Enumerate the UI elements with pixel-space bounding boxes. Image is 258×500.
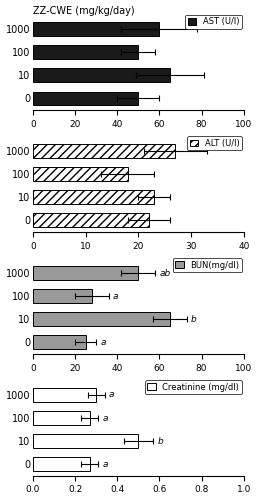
Legend: BUN(mg/dl): BUN(mg/dl)	[173, 258, 242, 272]
Text: ab: ab	[159, 268, 171, 278]
Legend: AST (U/l): AST (U/l)	[185, 14, 242, 28]
Text: b: b	[157, 436, 163, 446]
Bar	[33, 266, 138, 280]
Bar	[33, 46, 138, 60]
Bar	[33, 168, 128, 181]
Bar	[33, 68, 170, 82]
Bar	[33, 458, 90, 471]
Legend: Creatinine (mg/dl): Creatinine (mg/dl)	[145, 380, 242, 394]
Text: a: a	[102, 460, 108, 468]
Bar	[33, 289, 92, 303]
Bar	[33, 144, 175, 158]
Text: a: a	[113, 292, 118, 300]
Bar	[33, 312, 170, 326]
Text: a: a	[100, 338, 106, 347]
Text: a: a	[109, 390, 114, 400]
Bar	[33, 190, 154, 204]
Bar	[33, 22, 159, 36]
Text: a: a	[102, 414, 108, 422]
Bar	[33, 434, 138, 448]
Bar	[33, 92, 138, 106]
Legend: ALT (U/l): ALT (U/l)	[187, 136, 242, 150]
Bar	[33, 388, 96, 402]
Bar	[33, 411, 90, 425]
Text: ZZ-CWE (mg/kg/day): ZZ-CWE (mg/kg/day)	[33, 6, 134, 16]
Text: b: b	[191, 314, 197, 324]
Bar	[33, 336, 86, 349]
Bar	[33, 214, 149, 228]
